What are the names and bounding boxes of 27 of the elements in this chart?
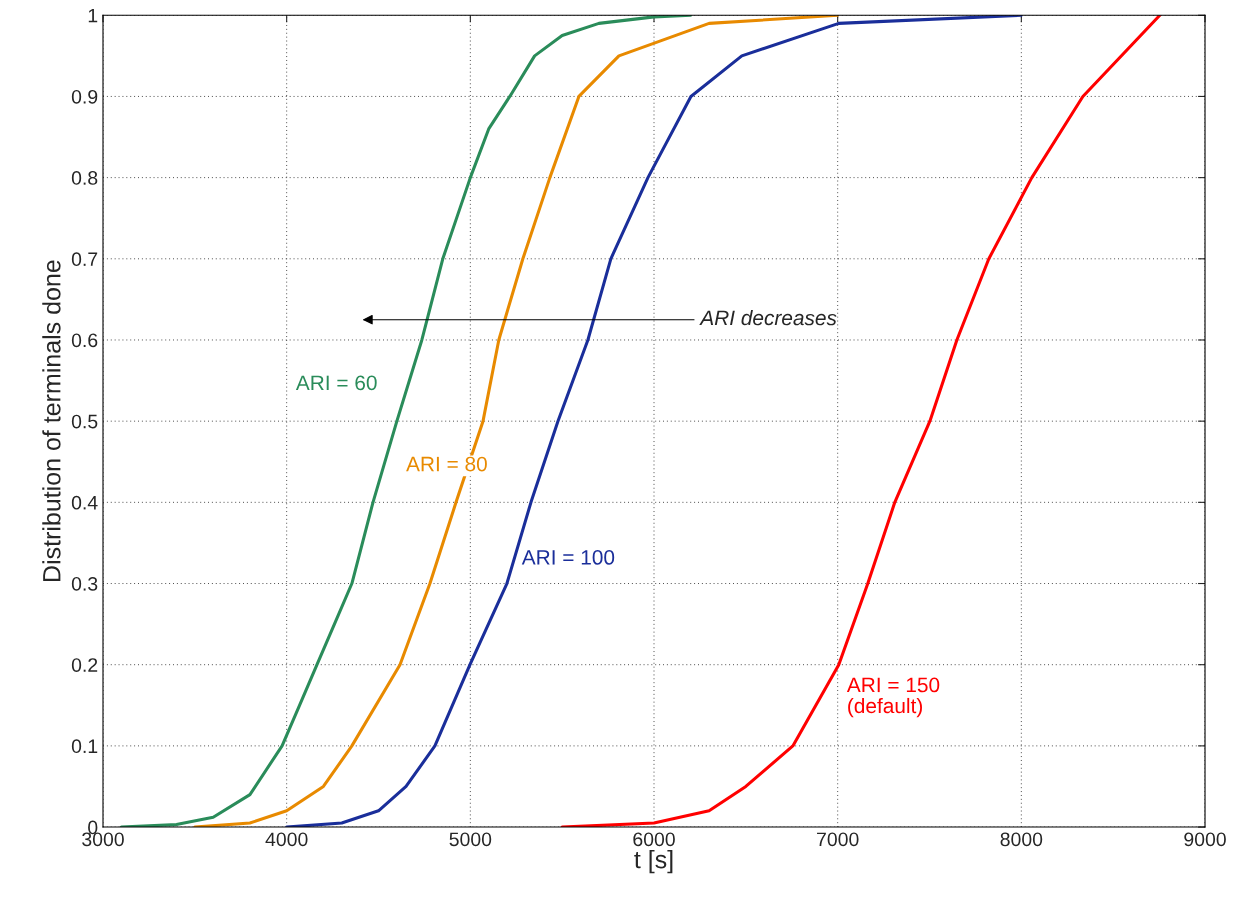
y-tick-label: 0.4 <box>71 495 98 510</box>
y-tick-label: 0.5 <box>71 414 98 429</box>
y-axis-title: Distribution of terminals done <box>42 260 61 581</box>
series-label: ARI = 60 <box>295 375 377 391</box>
x-tick-label: 4000 <box>265 832 308 847</box>
y-tick-label: 0.3 <box>71 576 98 591</box>
x-tick-label: 8000 <box>1000 832 1043 847</box>
x-tick-label: 7000 <box>817 832 859 847</box>
y-tick-label: 0.1 <box>71 739 98 754</box>
annotation: ARI decreases <box>699 309 837 326</box>
y-tick-label: 1 <box>88 8 98 23</box>
x-axis-title: t [s] <box>634 850 673 874</box>
y-tick-label: 0.7 <box>71 252 98 267</box>
x-tick-label: 5000 <box>449 832 492 847</box>
x-tick-label: 9000 <box>1184 832 1226 847</box>
line-series <box>119 15 693 828</box>
line-series <box>560 15 1162 828</box>
y-tick-label: 0.6 <box>71 333 98 348</box>
x-tick-label: 6000 <box>633 832 675 847</box>
line-series <box>285 15 1023 828</box>
series-label: ARI = 100 <box>521 550 615 565</box>
line-series <box>193 15 840 828</box>
series-label: ARI = 150 (default) <box>846 677 940 718</box>
y-tick-label: 0.9 <box>71 89 98 104</box>
y-tick-label: 0.8 <box>71 171 98 185</box>
y-tick-label: 0.2 <box>71 658 98 672</box>
series-label: ARI = 80 <box>406 456 487 472</box>
